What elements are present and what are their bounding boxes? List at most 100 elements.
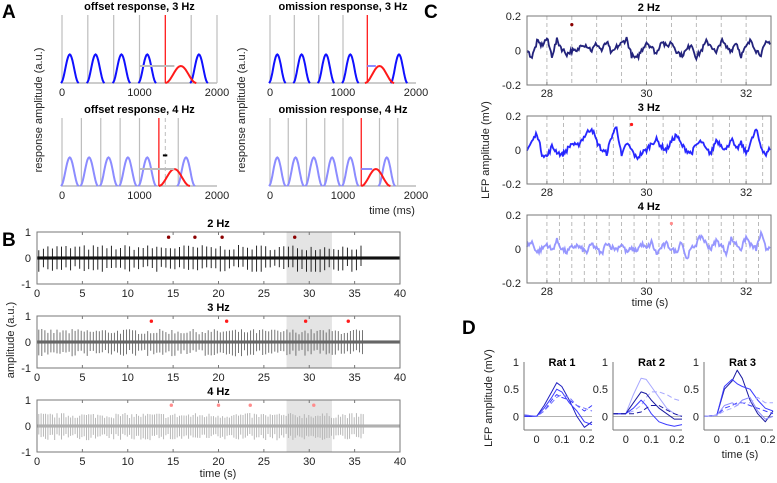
event-dot bbox=[149, 319, 154, 323]
x-tick-label: 0 bbox=[714, 434, 720, 446]
y-tick-label: 0.5 bbox=[504, 384, 519, 396]
x-tick-label: 2000 bbox=[404, 190, 428, 202]
response-peak bbox=[268, 156, 287, 187]
baseline-noise bbox=[37, 340, 400, 344]
x-tick-label: 0 bbox=[59, 87, 65, 99]
x-tick-label: 30 bbox=[640, 286, 652, 298]
panel-label-c: C bbox=[424, 2, 438, 23]
subplot-title: Rat 2 bbox=[638, 357, 665, 369]
lfp-trace bbox=[526, 36, 771, 62]
x-tick-label: 0.1 bbox=[735, 434, 750, 446]
event-dot bbox=[193, 235, 197, 239]
y-tick-label: 1 bbox=[25, 395, 31, 407]
x-tick-label: 2000 bbox=[205, 87, 229, 99]
x-tick-label: 35 bbox=[349, 372, 361, 384]
panel-b-subplot-1 bbox=[36, 231, 401, 285]
x-tick-label: 30 bbox=[640, 187, 652, 199]
x-tick-label: 0.2 bbox=[760, 434, 775, 446]
x-tick-label: 20 bbox=[212, 372, 224, 384]
response-peak bbox=[292, 53, 311, 84]
event-dot bbox=[248, 403, 252, 407]
y-axis-label: response amplitude (a.u.) bbox=[33, 48, 45, 173]
y-tick-label: 0.2 bbox=[506, 111, 521, 123]
event-dot bbox=[224, 319, 229, 323]
response-peak bbox=[389, 53, 409, 84]
panel-label-d: D bbox=[462, 318, 476, 339]
subplot-title: omission response, 3 Hz bbox=[279, 1, 408, 13]
erp-trace bbox=[524, 394, 593, 417]
response-peak bbox=[176, 156, 196, 187]
event-dot bbox=[293, 235, 297, 239]
panel-c-subplot-2 bbox=[526, 115, 772, 185]
response-peak bbox=[316, 53, 336, 84]
x-tick-label: 15 bbox=[167, 372, 179, 384]
event-dot bbox=[169, 403, 174, 407]
y-tick-label: 0 bbox=[602, 411, 608, 423]
signal-trace bbox=[38, 245, 362, 273]
subplot-title: 3 Hz bbox=[207, 302, 230, 314]
x-tick-label: 0 bbox=[34, 372, 40, 384]
subplot-title: 4 Hz bbox=[207, 386, 230, 398]
x-tick-label: 35 bbox=[349, 456, 361, 468]
panel-d-subplot-1 bbox=[523, 362, 593, 431]
erp-trace bbox=[613, 391, 682, 420]
response-peak bbox=[268, 53, 287, 84]
subplot-title: 2 Hz bbox=[638, 2, 661, 14]
erp-trace bbox=[703, 378, 774, 417]
axes-box bbox=[526, 15, 772, 86]
response-peak bbox=[85, 53, 106, 84]
panel-b-subplot-2 bbox=[36, 315, 401, 369]
x-tick-label: 15 bbox=[167, 456, 179, 468]
baseline-noise bbox=[37, 256, 400, 260]
response-peak bbox=[286, 156, 305, 187]
x-tick-label: 25 bbox=[258, 288, 270, 300]
response-peak bbox=[137, 156, 157, 187]
panel-a-subplot-2 bbox=[268, 15, 416, 84]
y-axis-label: amplitude (a.u.) bbox=[5, 302, 17, 378]
event-dot bbox=[166, 235, 171, 239]
x-tick-label: 0 bbox=[623, 434, 629, 446]
y-tick-label: -0.2 bbox=[502, 278, 521, 290]
x-tick-label: 30 bbox=[303, 456, 315, 468]
x-tick-label: 1000 bbox=[331, 87, 355, 99]
y-tick-label: 0 bbox=[515, 244, 521, 256]
event-dot bbox=[669, 221, 674, 226]
y-tick-label: -0.2 bbox=[502, 179, 521, 191]
offset-response-peak bbox=[364, 64, 395, 84]
y-axis-label: response amplitude (a.u.) bbox=[236, 48, 248, 173]
x-tick-label: 40 bbox=[394, 288, 406, 300]
subplot-title: offset response, 4 Hz bbox=[84, 104, 195, 116]
lfp-trace bbox=[526, 126, 771, 161]
y-tick-label: 0 bbox=[25, 253, 31, 265]
x-tick-label: 0 bbox=[534, 434, 540, 446]
x-tick-label: 5 bbox=[79, 288, 85, 300]
x-tick-label: 32 bbox=[740, 187, 752, 199]
offset-response-peak bbox=[165, 64, 197, 84]
erp-trace bbox=[613, 399, 683, 427]
panel-c-subplot-1 bbox=[526, 15, 772, 86]
response-peak bbox=[341, 53, 360, 84]
event-dot bbox=[629, 122, 634, 127]
x-tick-label: 32 bbox=[740, 88, 752, 100]
response-peak bbox=[341, 156, 360, 187]
response-peak bbox=[98, 156, 119, 187]
subplot-title: offset response, 3 Hz bbox=[84, 1, 195, 13]
axes-box bbox=[526, 115, 772, 185]
event-dot bbox=[303, 319, 308, 323]
x-tick-label: 28 bbox=[541, 187, 553, 199]
x-tick-label: 2000 bbox=[205, 190, 229, 202]
y-tick-label: 0 bbox=[515, 145, 521, 157]
y-tick-label: 1 bbox=[25, 227, 31, 239]
x-tick-label: 40 bbox=[394, 456, 406, 468]
x-tick-label: 20 bbox=[212, 456, 224, 468]
x-tick-label: 0 bbox=[34, 288, 40, 300]
x-tick-label: 1000 bbox=[127, 87, 151, 99]
x-tick-label: 0 bbox=[267, 87, 273, 99]
x-axis-label: time (ms) bbox=[369, 205, 415, 217]
response-peak bbox=[137, 53, 157, 84]
x-tick-label: 10 bbox=[122, 456, 134, 468]
y-tick-label: 1 bbox=[602, 357, 608, 369]
y-tick-label: 0.5 bbox=[684, 384, 699, 396]
x-tick-label: 25 bbox=[258, 372, 270, 384]
